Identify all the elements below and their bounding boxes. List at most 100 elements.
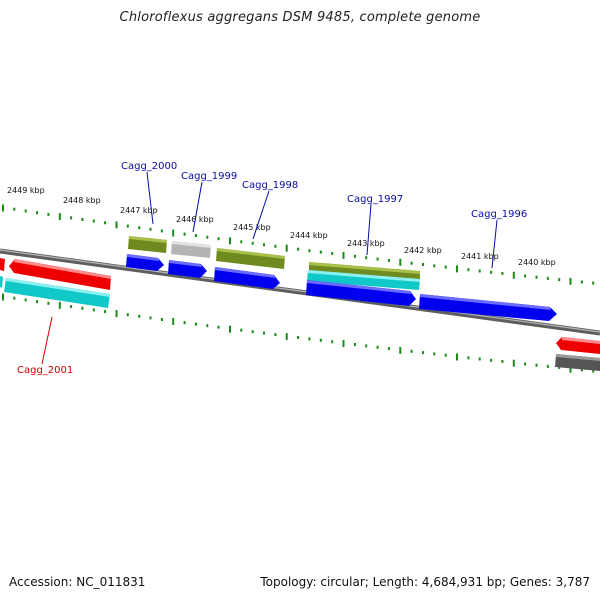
outer-ring-tick	[92, 219, 95, 223]
inner-ring-tick	[251, 330, 254, 334]
scale-label-2445: 2445 kbp	[233, 223, 271, 232]
gene-label-cagg-1998[interactable]: Cagg_1998	[242, 180, 298, 191]
scale-label-2443: 2443 kbp	[347, 239, 385, 248]
gene-feature-blue-2000[interactable]	[126, 254, 164, 271]
outer-ring-tick	[285, 244, 288, 252]
scale-label-2441: 2441 kbp	[461, 252, 499, 261]
inner-ring-tick	[444, 353, 447, 357]
scale-label-2442: 2442 kbp	[404, 246, 442, 255]
inner-ring-tick	[58, 301, 61, 309]
inner-ring-tick	[172, 318, 175, 325]
scale-label-2448: 2448 kbp	[63, 196, 101, 205]
inner-ring-tick	[410, 349, 413, 353]
inner-ring-tick	[104, 310, 107, 313]
inner-ring-tick	[274, 333, 277, 337]
inner-ring-tick	[558, 366, 561, 369]
inner-ring-tick	[501, 360, 504, 363]
outer-ring-tick	[81, 218, 84, 221]
inner-ring-tick	[433, 352, 436, 356]
outer-ring-tick	[251, 241, 254, 245]
inner-ring-tick	[206, 324, 209, 328]
gene-feature-blue-1998[interactable]	[214, 267, 280, 289]
outer-ring-tick	[444, 265, 447, 269]
inner-ring-tick	[365, 344, 368, 348]
outer-ring-tick	[229, 237, 231, 245]
inner-ring-tick	[126, 313, 129, 317]
outer-ring-tick	[47, 212, 50, 216]
outer-ring-tick	[387, 259, 390, 262]
gene-label-cagg-1996[interactable]: Cagg_1996	[471, 209, 527, 220]
outer-ring-tick	[104, 221, 107, 225]
inner-ring-tick	[456, 353, 458, 361]
gene-feature-cyan-2001[interactable]	[4, 278, 110, 308]
outer-ring-tick	[467, 268, 470, 272]
inner-ring-tick	[194, 322, 197, 326]
outer-ring-tick	[524, 274, 527, 278]
gene-feature-red-left-edge[interactable]	[0, 258, 5, 271]
inner-ring-tick	[569, 365, 572, 373]
gene-label-cagg-2001[interactable]: Cagg_2001	[17, 365, 73, 376]
inner-ring-tick	[512, 359, 515, 367]
gene-feature-dark-right-edge[interactable]	[555, 354, 600, 371]
outer-ring-tick	[263, 243, 265, 247]
gene-label-cagg-1997[interactable]: Cagg_1997	[347, 194, 403, 205]
inner-ring-tick	[297, 336, 300, 339]
gene-feature-olive-2000[interactable]	[128, 236, 167, 253]
inner-ring-tick	[422, 351, 424, 355]
inner-ring-tick	[285, 333, 288, 341]
inner-ring-tick	[353, 343, 356, 346]
inner-ring-tick	[319, 338, 322, 342]
scale-label-2447: 2447 kbp	[120, 206, 158, 215]
inner-ring-tick	[149, 316, 152, 320]
outer-ring-tick	[58, 213, 61, 221]
inner-ring-tick	[376, 345, 379, 349]
gene-feature-red-2001[interactable]	[9, 259, 111, 290]
inner-ring-tick	[490, 358, 493, 362]
inner-ring-tick	[546, 364, 549, 368]
genome-summary-text: Topology: circular; Length: 4,684,931 bp…	[260, 575, 590, 589]
outer-ring-tick	[331, 252, 334, 255]
outer-ring-tick	[115, 221, 118, 229]
gene-label-cagg-1999[interactable]: Cagg_1999	[181, 171, 237, 182]
gene-label-cagg-2000[interactable]: Cagg_2000	[121, 161, 177, 172]
gene-feature-red-right-edge[interactable]	[556, 337, 600, 354]
outer-ring-tick	[13, 207, 16, 211]
outer-ring-tick	[172, 229, 175, 237]
outer-ring-tick	[569, 277, 572, 285]
inner-ring-tick	[580, 368, 583, 372]
inner-ring-tick	[229, 325, 231, 333]
outer-ring-tick	[580, 280, 583, 284]
outer-ring-tick	[535, 275, 538, 279]
inner-tick-ring	[2, 293, 595, 373]
inner-ring-tick	[138, 314, 141, 318]
outer-ring-tick	[2, 204, 4, 212]
outer-ring-tick	[217, 237, 220, 241]
inner-ring-tick	[331, 340, 334, 344]
outer-ring-tick	[319, 250, 322, 254]
label-leader-1998	[252, 190, 270, 240]
gene-feature-cyan-left-edge[interactable]	[0, 276, 3, 288]
outer-tick-ring	[2, 204, 595, 285]
outer-ring-tick	[512, 271, 515, 279]
outer-ring-tick	[422, 263, 424, 266]
map-title: Chloroflexus aggregans DSM 9485, complet…	[119, 10, 481, 25]
gene-feature-blue-1999[interactable]	[168, 260, 207, 278]
genome-backbone	[0, 248, 600, 336]
label-leader-1996	[491, 219, 498, 269]
inner-ring-tick	[524, 362, 527, 366]
inner-ring-tick	[36, 300, 38, 304]
outer-ring-tick	[308, 249, 311, 253]
gene-feature-cyan-1997[interactable]	[307, 270, 420, 290]
gene-feature-olive-1998[interactable]	[216, 248, 285, 269]
inner-ring-tick	[308, 337, 311, 341]
gene-feature-olive-1997[interactable]	[309, 262, 420, 281]
gene-feature-blue-1997[interactable]	[306, 280, 416, 306]
gene-feature-blue-1996[interactable]	[419, 294, 557, 321]
outer-ring-tick	[138, 226, 141, 230]
gene-feature-gray-1999[interactable]	[171, 241, 211, 258]
outer-ring-tick	[149, 227, 152, 231]
scale-label-2440: 2440 kbp	[518, 258, 556, 267]
outer-ring-tick	[478, 269, 481, 273]
outer-ring-tick	[410, 261, 413, 265]
